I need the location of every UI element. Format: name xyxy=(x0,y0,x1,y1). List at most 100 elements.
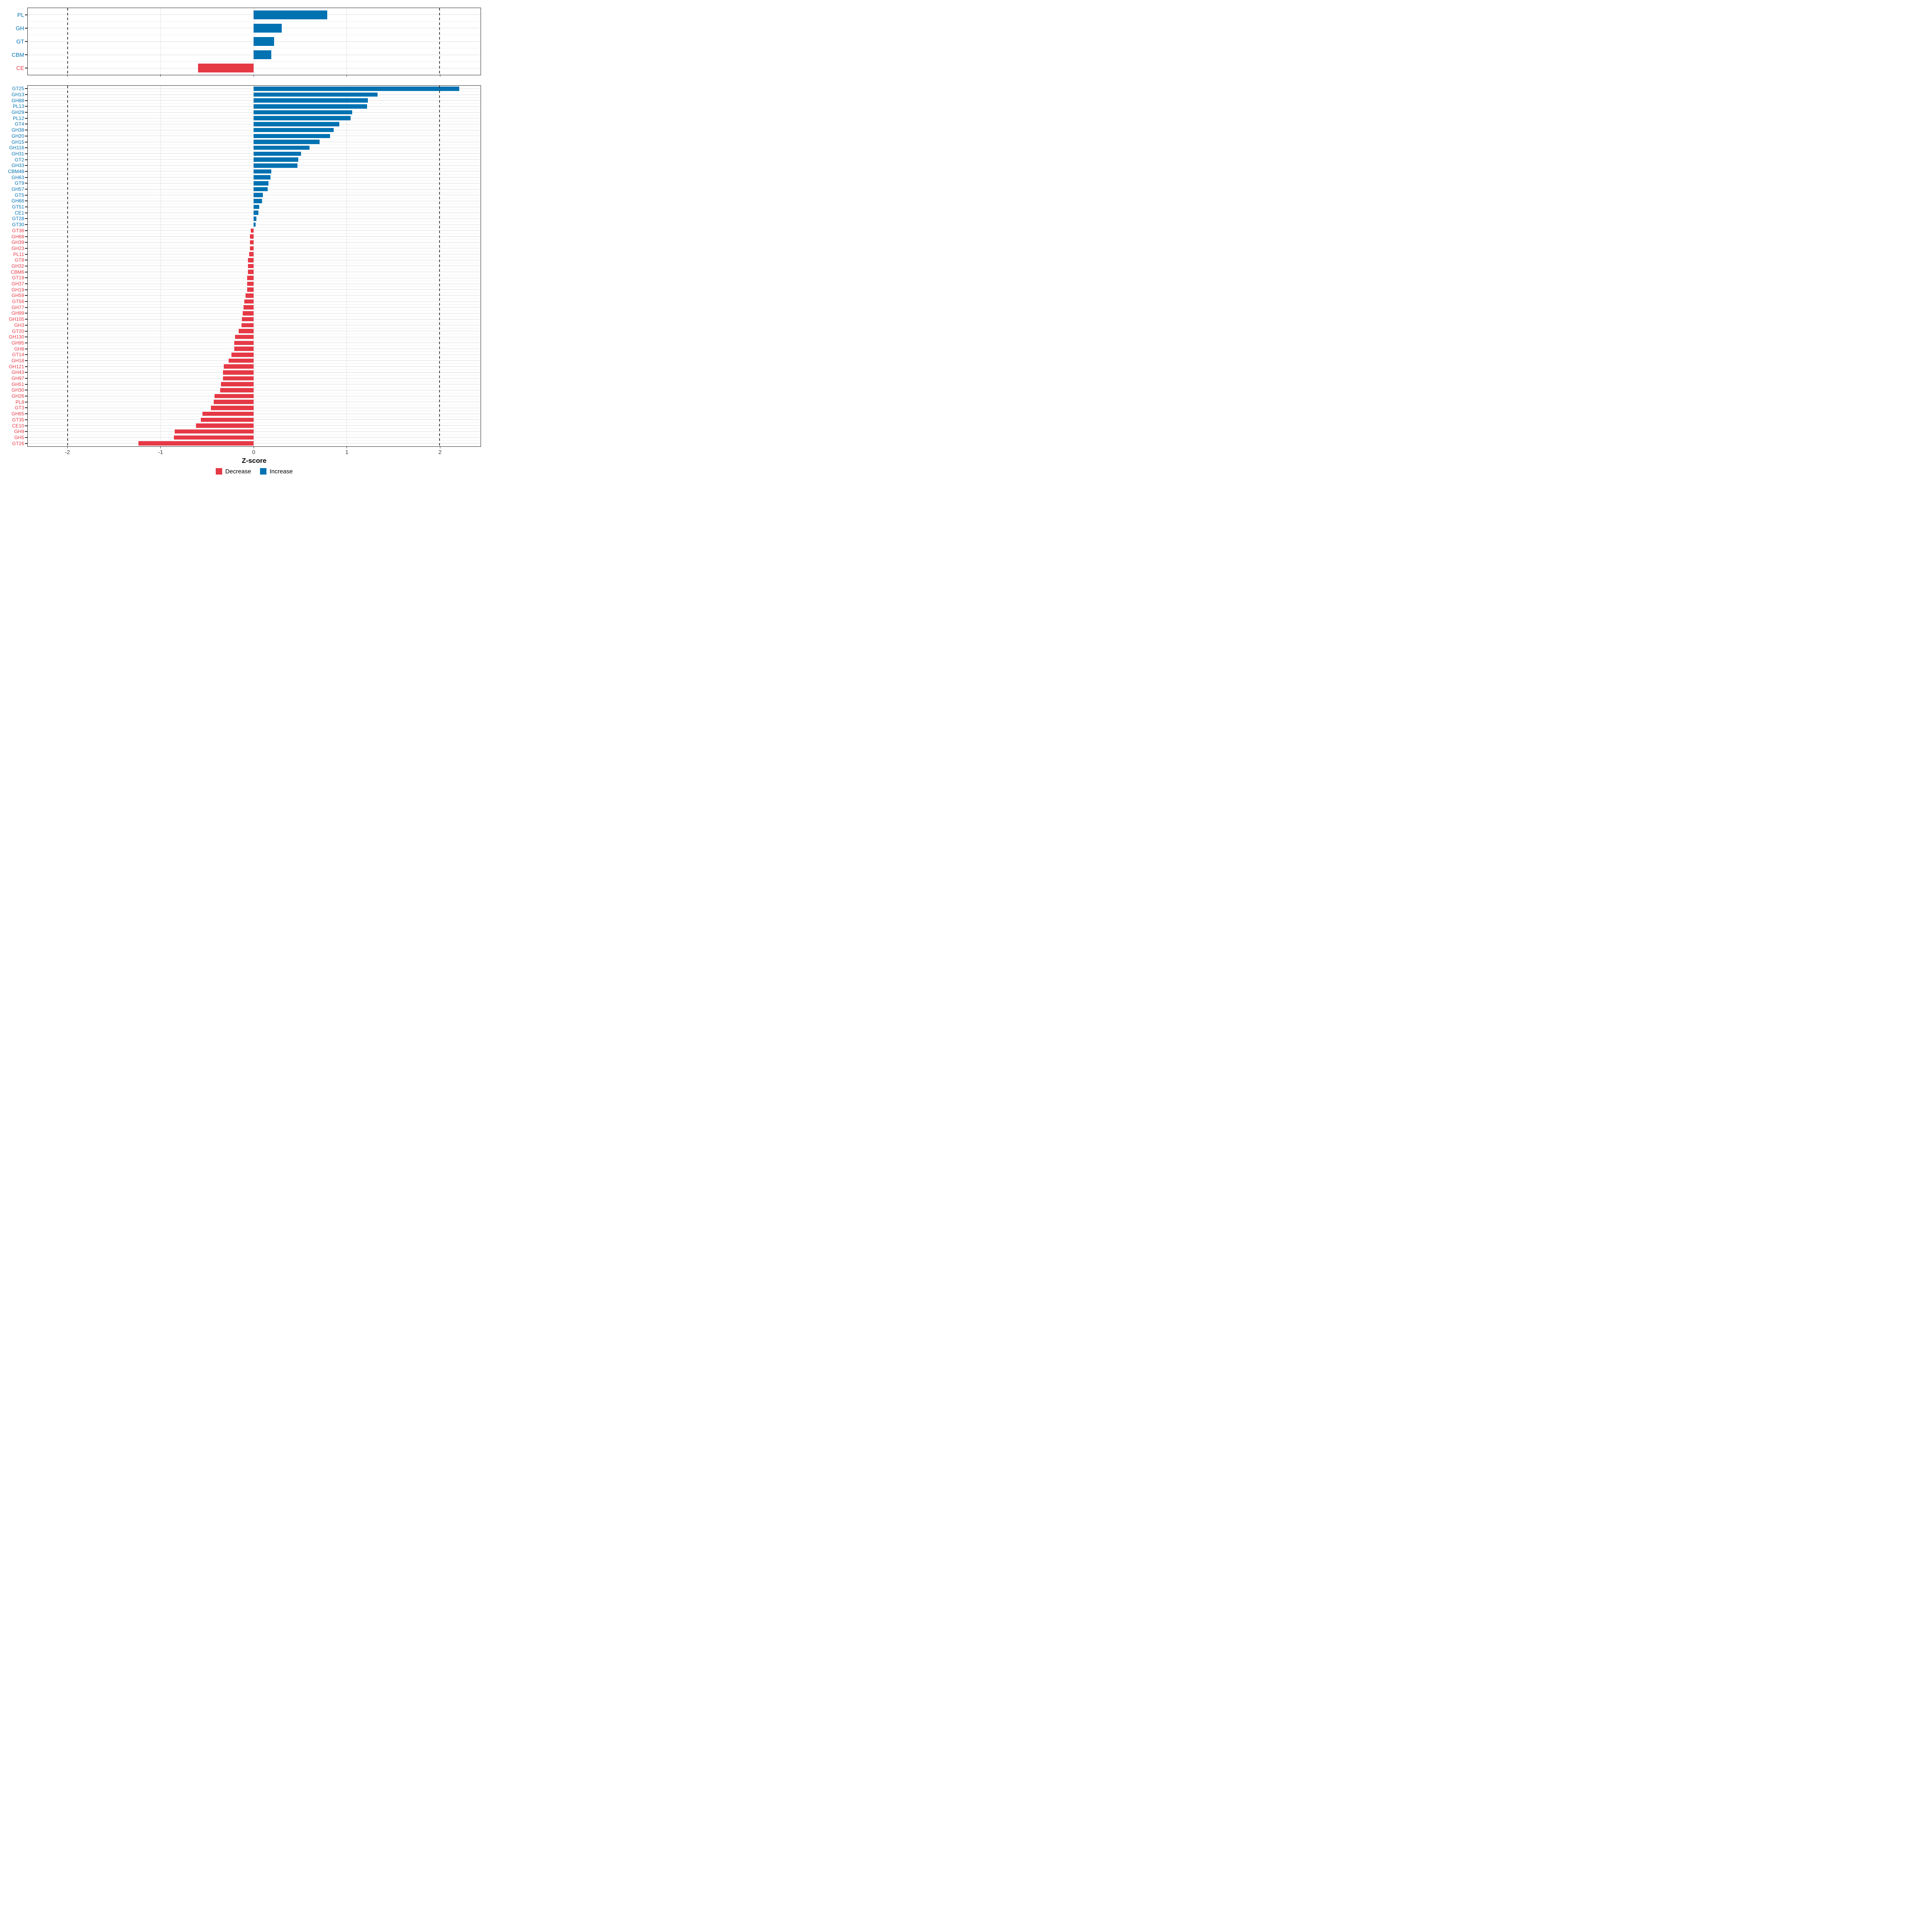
bar-row: CE10 xyxy=(12,422,481,429)
row-label-GT2: GT2 xyxy=(14,157,24,163)
y-axis-tick xyxy=(25,360,27,361)
horizontal-major-gridline xyxy=(28,366,481,367)
y-axis-tick xyxy=(25,319,27,320)
bar-row: CBM6 xyxy=(11,268,481,275)
horizontal-major-gridline xyxy=(28,289,481,290)
horizontal-major-gridline xyxy=(28,419,481,420)
row-label-GH97: GH97 xyxy=(11,376,24,382)
class-panel-plot-area: PL GH GT CBM CE xyxy=(12,8,481,75)
y-axis-tick xyxy=(25,324,27,326)
row-label-GT3: GT3 xyxy=(14,405,24,411)
family-panel-rows: GT25 GH13 GH88 PL13 GH29 PL12 GT4 GH38 GH20 GH15 G… xyxy=(8,86,481,446)
y-axis-tick xyxy=(25,413,27,415)
horizontal-minor-gridline xyxy=(28,304,481,305)
y-axis-tick xyxy=(25,194,27,196)
bar-GH88 xyxy=(254,98,368,103)
bar-row: PL11 xyxy=(13,251,481,257)
bar-row: GH68 xyxy=(12,233,481,239)
horizontal-minor-gridline xyxy=(28,97,481,98)
y-axis-tick xyxy=(25,165,27,166)
bar-GH13 xyxy=(254,92,378,97)
horizontal-minor-gridline xyxy=(28,162,481,163)
y-axis-tick xyxy=(25,254,27,255)
row-label-GH59: GH59 xyxy=(11,293,24,299)
y-axis-tick xyxy=(25,289,27,290)
bar-row: GH97 xyxy=(12,375,481,382)
bar-GT20 xyxy=(239,329,254,333)
horizontal-major-gridline xyxy=(28,313,481,314)
bar-GH59 xyxy=(245,293,254,298)
bar-row: GH95 xyxy=(12,340,481,346)
row-label-GH105: GH105 xyxy=(8,316,24,322)
horizontal-minor-gridline xyxy=(28,428,481,429)
row-label-GT20: GT20 xyxy=(12,328,24,334)
bar-GH8 xyxy=(234,347,254,351)
bar-GT14 xyxy=(231,352,254,357)
horizontal-minor-gridline xyxy=(28,251,481,252)
bar-row: PL13 xyxy=(13,103,481,109)
horizontal-major-gridline xyxy=(28,443,481,444)
row-label-GH99: GH99 xyxy=(11,310,24,316)
horizontal-minor-gridline xyxy=(28,369,481,370)
bar-row: GH20 xyxy=(12,133,481,139)
bar-row: GH51 xyxy=(12,381,481,387)
y-axis-tick xyxy=(25,189,27,190)
row-label-GT30: GT30 xyxy=(12,222,24,228)
horizontal-minor-gridline xyxy=(28,91,481,92)
bar-GH37 xyxy=(247,281,254,286)
row-label-GT4: GT4 xyxy=(14,121,24,127)
horizontal-minor-gridline xyxy=(28,115,481,116)
horizontal-minor-gridline xyxy=(28,357,481,358)
row-label-GH30: GH30 xyxy=(11,387,24,393)
bar-row: GH13 xyxy=(12,91,481,98)
y-axis-tick xyxy=(25,100,27,101)
x-axis-tick xyxy=(160,446,161,448)
bar-row: GH59 xyxy=(12,292,481,299)
x-axis-title: Z-score xyxy=(242,457,267,464)
y-axis-tick xyxy=(25,236,27,237)
row-label-GT25: GT25 xyxy=(12,86,24,92)
horizontal-minor-gridline xyxy=(28,298,481,299)
horizontal-major-gridline xyxy=(28,295,481,296)
row-label-GH20: GH20 xyxy=(11,133,24,139)
horizontal-minor-gridline xyxy=(28,121,481,122)
bar-row: CBM48 xyxy=(8,168,481,175)
row-label-GH130: GH130 xyxy=(8,334,24,340)
y-axis-tick xyxy=(25,224,27,225)
horizontal-major-gridline xyxy=(28,236,481,237)
bar-row: GH33 xyxy=(12,162,481,169)
y-axis-tick xyxy=(25,159,27,160)
class-panel-axis-ticks xyxy=(27,74,481,77)
row-label-GH26: GH26 xyxy=(11,393,24,399)
horizontal-minor-gridline xyxy=(28,387,481,388)
row-label-GH63: GH63 xyxy=(11,174,24,180)
bar-row: GT36 xyxy=(12,227,481,234)
bar-row: GT14 xyxy=(12,351,481,358)
bar-row: PL8 xyxy=(16,398,481,405)
row-label-GH3: GH3 xyxy=(14,322,24,328)
bar-row: GT8 xyxy=(15,257,481,263)
horizontal-major-gridline xyxy=(28,319,481,320)
horizontal-minor-gridline xyxy=(28,233,481,234)
horizontal-minor-gridline xyxy=(28,434,481,435)
bar-PL xyxy=(254,10,327,19)
dashed-reference-line xyxy=(67,8,68,75)
row-label-GH5: GH5 xyxy=(14,434,24,440)
row-label-GH116: GH116 xyxy=(9,145,24,151)
bar-row: GH29 xyxy=(12,109,481,116)
bar-PL8 xyxy=(214,400,254,405)
row-label-GH51: GH51 xyxy=(11,381,24,387)
bar-GH68 xyxy=(250,234,254,239)
horizontal-major-gridline xyxy=(28,425,481,426)
bar-row: GT19 xyxy=(12,275,481,281)
row-label-GH29: GH29 xyxy=(11,109,24,116)
bar-row: GT51 xyxy=(12,204,481,210)
bar-GT2 xyxy=(254,157,299,162)
bar-row: GH77 xyxy=(12,304,481,310)
x-axis-tick xyxy=(160,74,161,76)
horizontal-minor-gridline xyxy=(28,310,481,311)
row-label-CBM: CBM xyxy=(11,52,24,58)
bar-row: GT3 xyxy=(15,405,481,411)
bar-GH19 xyxy=(247,287,254,292)
row-label-PL8: PL8 xyxy=(15,399,24,405)
